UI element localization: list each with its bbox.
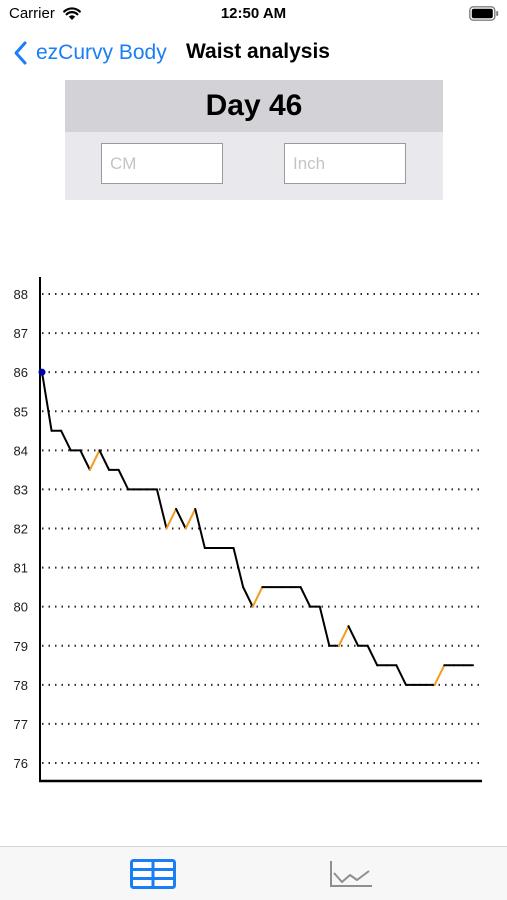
inch-input[interactable]	[284, 143, 406, 184]
waist-series	[38, 368, 474, 686]
series-segment	[395, 664, 407, 686]
start-point	[38, 368, 46, 376]
y-tick-label: 84	[14, 443, 28, 458]
series-segment	[60, 429, 72, 452]
waist-line-chart: 88 87 86 85 84 83 82 81 80 79 78 77 76	[14, 277, 482, 783]
back-button[interactable]: ezCurvy Body	[12, 38, 167, 68]
page-title: Waist analysis	[186, 40, 330, 63]
battery-icon	[469, 6, 499, 21]
y-tick-label: 78	[14, 678, 28, 693]
series-segment	[366, 644, 379, 667]
tab-bar	[0, 846, 507, 900]
table-icon	[130, 859, 176, 889]
series-segment	[98, 449, 111, 471]
series-segment	[242, 586, 254, 608]
navigation-bar: ezCurvy Body Waist analysis	[0, 30, 507, 74]
series-segment	[318, 605, 331, 647]
y-tick-label: 85	[14, 404, 28, 419]
y-tick-label: 86	[14, 365, 28, 380]
series-segment	[251, 586, 264, 608]
chart-icon	[330, 861, 372, 887]
series-segment	[347, 625, 360, 647]
chevron-left-icon	[14, 41, 27, 65]
y-tick-label: 82	[14, 522, 28, 537]
carrier-label: Carrier	[9, 5, 55, 22]
series-segment	[337, 625, 350, 647]
grid-lines	[42, 293, 482, 764]
series-segment	[165, 507, 178, 530]
y-tick-label: 80	[14, 600, 28, 615]
series-segment	[184, 507, 197, 530]
series-segment	[41, 371, 53, 432]
tab-table[interactable]	[83, 847, 223, 900]
y-tick-label: 81	[14, 561, 28, 576]
series-segment	[88, 449, 101, 471]
series-segment	[433, 664, 446, 686]
y-tick-label: 88	[14, 287, 28, 302]
status-bar: Carrier 12:50 AM	[0, 0, 507, 30]
day-entry-panel: Day 46	[65, 80, 443, 200]
series-segment	[117, 468, 130, 491]
y-tick-label: 87	[14, 326, 28, 341]
y-tick-label: 79	[14, 639, 28, 654]
y-tick-label: 77	[14, 717, 28, 732]
y-tick-labels: 88 87 86 85 84 83 82 81 80 79 78 77 76	[14, 287, 28, 771]
day-label: Day 46	[65, 80, 443, 132]
series-segment	[79, 449, 91, 471]
wifi-icon	[63, 7, 81, 20]
series-segment	[232, 547, 245, 589]
cm-input[interactable]	[101, 143, 223, 184]
series-segment	[194, 507, 206, 550]
status-time: 12:50 AM	[220, 5, 287, 22]
y-tick-label: 83	[14, 482, 28, 497]
series-segment	[299, 586, 312, 608]
tab-chart[interactable]	[281, 847, 421, 900]
series-segment	[155, 488, 168, 530]
y-tick-label: 76	[14, 756, 28, 771]
back-label: ezCurvy Body	[36, 41, 167, 64]
series-segment	[175, 507, 187, 530]
